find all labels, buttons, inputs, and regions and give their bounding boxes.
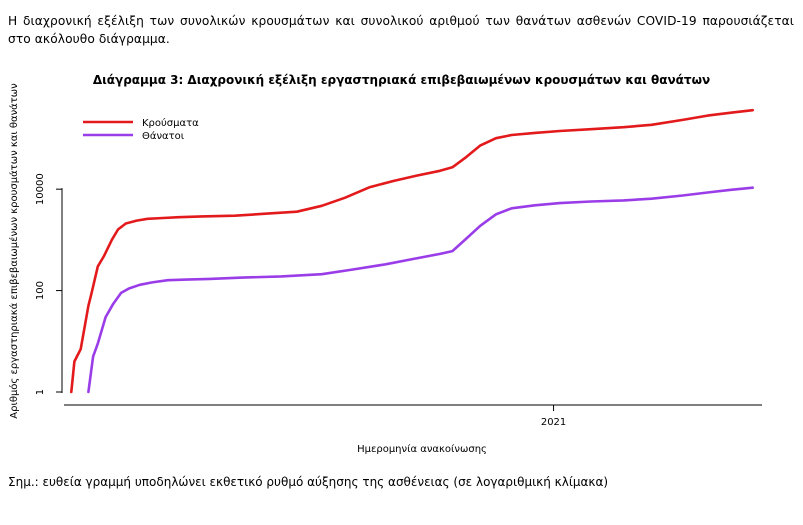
legend-label-2: Θάνατοι [142, 130, 185, 142]
line-chart: 1 100 10000 2021 Ημερομηνία ανακοίνωσης Αριθμ… [8, 83, 762, 455]
x-axis-label: Ημερομηνία ανακοίνωσης [357, 443, 487, 455]
x-tick-label: 2021 [541, 417, 566, 428]
y-tick-label: 100 [35, 281, 46, 300]
series-line-2 [87, 186, 755, 394]
y-axis-label: Αριθμός εργαστηριακά επιβεβαιωμένων κρου… [8, 83, 20, 419]
legend-label-1: Κρούσματα [142, 117, 199, 129]
series-line-1 [70, 108, 755, 394]
y-tick-label: 10000 [35, 173, 46, 205]
y-tick-label: 1 [35, 389, 46, 395]
footnote: Σημ.: ευθεία γραμμή υποδηλώνει εκθετικό … [8, 475, 609, 489]
intro-paragraph: Η διαχρονική εξέλιξη των συνολικών κρουσ… [8, 14, 794, 46]
chart-title: Διάγραμμα 3: Διαχρονική εξέλιξη εργαστηρ… [92, 73, 711, 87]
